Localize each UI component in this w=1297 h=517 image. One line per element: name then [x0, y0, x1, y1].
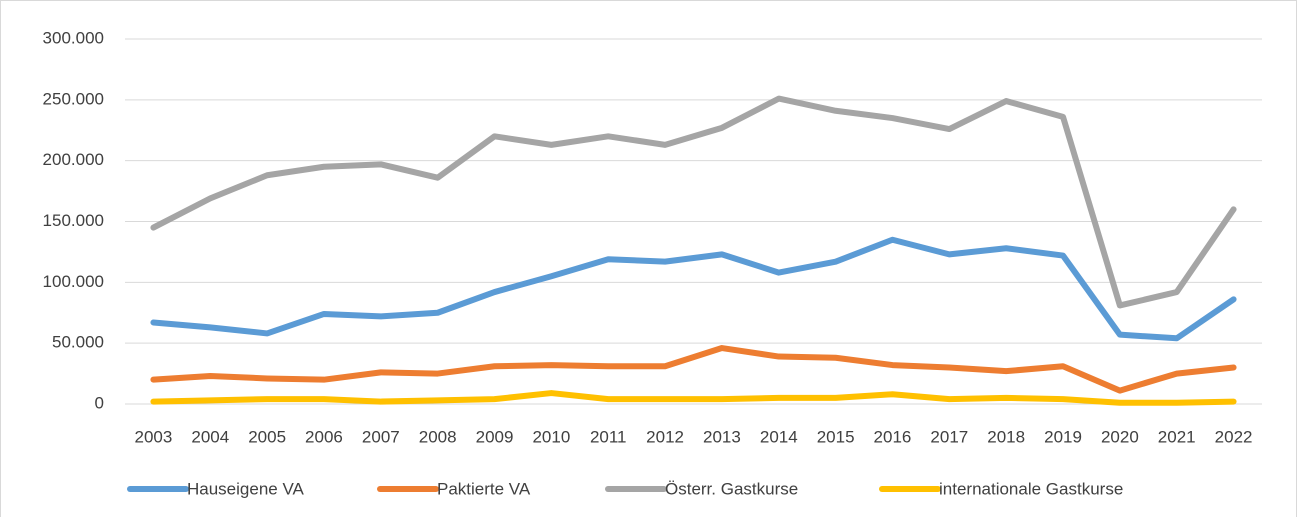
x-tick-label: 2020	[1101, 427, 1139, 446]
x-tick-label: 2006	[305, 427, 343, 446]
x-tick-label: 2008	[419, 427, 457, 446]
x-tick-label: 2014	[760, 427, 798, 446]
x-tick-label: 2015	[817, 427, 855, 446]
x-tick-label: 2010	[532, 427, 570, 446]
x-tick-label: 2005	[248, 427, 286, 446]
legend-label: internationale Gastkurse	[939, 479, 1123, 498]
x-tick-label: 2021	[1158, 427, 1196, 446]
x-tick-label: 2022	[1215, 427, 1253, 446]
x-tick-label: 2011	[590, 427, 627, 446]
x-tick-label: 2013	[703, 427, 741, 446]
y-tick-label: 250.000	[43, 89, 104, 108]
x-tick-label: 2016	[874, 427, 912, 446]
series-line	[150, 95, 1237, 309]
y-tick-label: 50.000	[52, 333, 104, 352]
x-tick-label: 2003	[135, 427, 173, 446]
y-tick-label: 0	[95, 393, 104, 412]
y-tick-label: 200.000	[43, 150, 104, 169]
legend-label: Hauseigene VA	[187, 479, 305, 498]
legend-label: Paktierte VA	[437, 479, 531, 498]
x-tick-label: 2019	[1044, 427, 1082, 446]
y-tick-label: 150.000	[43, 211, 104, 230]
x-tick-label: 2007	[362, 427, 400, 446]
x-tick-label: 2012	[646, 427, 684, 446]
x-tick-label: 2017	[930, 427, 968, 446]
y-tick-label: 100.000	[43, 272, 104, 291]
series-line	[150, 345, 1237, 394]
series-line	[150, 390, 1237, 406]
y-tick-label: 300.000	[43, 28, 104, 47]
legend-label: Österr. Gastkurse	[665, 479, 798, 498]
x-tick-label: 2018	[987, 427, 1025, 446]
series-line	[150, 236, 1237, 342]
x-tick-label: 2004	[191, 427, 229, 446]
x-tick-label: 2009	[476, 427, 514, 446]
